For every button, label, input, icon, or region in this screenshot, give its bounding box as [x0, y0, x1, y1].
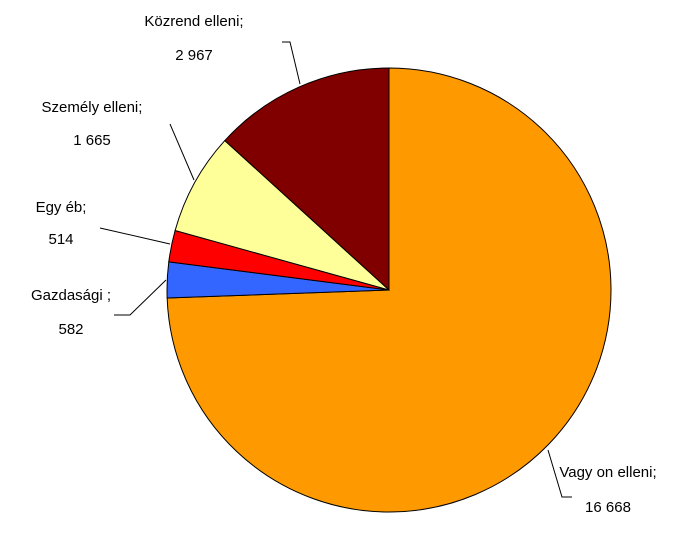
slice-label: Közrend elleni;	[144, 13, 243, 30]
leader-line	[114, 279, 167, 316]
slice-value-label: 16 668	[585, 499, 631, 516]
leader-line	[547, 449, 572, 498]
leader-line	[282, 41, 301, 85]
slice-label: Egy éb;	[36, 199, 87, 216]
leader-line	[169, 123, 195, 181]
slice-value-label: 1 665	[73, 132, 111, 149]
slice-label: Személy elleni;	[42, 99, 143, 116]
slice-value-label: 514	[48, 231, 73, 248]
slice-value-label: 582	[58, 321, 83, 338]
pie-slice	[224, 67, 390, 292]
leader-line	[99, 227, 171, 245]
slice-value-label: 2 967	[175, 47, 213, 64]
pie-slice	[174, 139, 390, 291]
slice-label: Vagy on elleni;	[559, 464, 656, 481]
slice-label: Gazdasági ;	[31, 287, 111, 304]
